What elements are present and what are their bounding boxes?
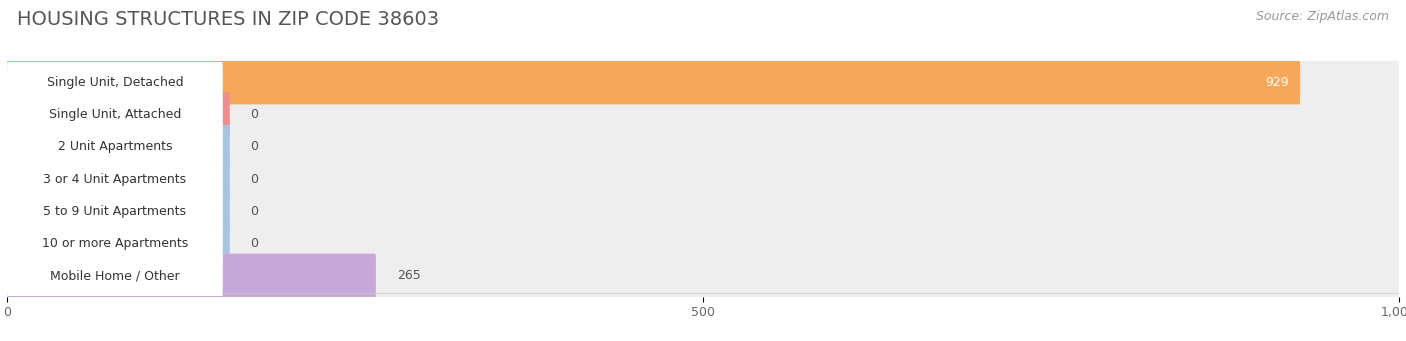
Text: 0: 0 xyxy=(250,108,259,121)
Text: Source: ZipAtlas.com: Source: ZipAtlas.com xyxy=(1256,10,1389,23)
Text: 0: 0 xyxy=(250,205,259,218)
FancyBboxPatch shape xyxy=(7,92,1399,137)
FancyBboxPatch shape xyxy=(7,255,222,296)
FancyBboxPatch shape xyxy=(7,159,222,199)
FancyBboxPatch shape xyxy=(7,127,222,167)
FancyBboxPatch shape xyxy=(7,62,222,103)
Text: Single Unit, Attached: Single Unit, Attached xyxy=(49,108,181,121)
FancyBboxPatch shape xyxy=(7,221,1399,266)
FancyBboxPatch shape xyxy=(7,94,222,135)
FancyBboxPatch shape xyxy=(7,223,222,264)
FancyBboxPatch shape xyxy=(7,254,1399,298)
Text: 10 or more Apartments: 10 or more Apartments xyxy=(42,237,188,250)
Text: 265: 265 xyxy=(396,269,420,282)
FancyBboxPatch shape xyxy=(7,157,1399,201)
FancyBboxPatch shape xyxy=(7,60,1301,104)
Text: 0: 0 xyxy=(250,237,259,250)
FancyBboxPatch shape xyxy=(7,92,229,137)
Text: 0: 0 xyxy=(250,140,259,153)
FancyBboxPatch shape xyxy=(7,189,1399,233)
Text: Mobile Home / Other: Mobile Home / Other xyxy=(51,269,180,282)
FancyBboxPatch shape xyxy=(7,221,229,266)
FancyBboxPatch shape xyxy=(7,157,229,201)
Text: 2 Unit Apartments: 2 Unit Apartments xyxy=(58,140,172,153)
FancyBboxPatch shape xyxy=(7,189,229,233)
Text: 5 to 9 Unit Apartments: 5 to 9 Unit Apartments xyxy=(44,205,187,218)
Text: Single Unit, Detached: Single Unit, Detached xyxy=(46,76,183,89)
Text: 929: 929 xyxy=(1265,76,1289,89)
FancyBboxPatch shape xyxy=(7,254,375,298)
FancyBboxPatch shape xyxy=(7,125,229,169)
FancyBboxPatch shape xyxy=(7,191,222,232)
Text: 3 or 4 Unit Apartments: 3 or 4 Unit Apartments xyxy=(44,173,187,186)
FancyBboxPatch shape xyxy=(7,60,1399,104)
FancyBboxPatch shape xyxy=(7,125,1399,169)
Text: 0: 0 xyxy=(250,173,259,186)
Text: HOUSING STRUCTURES IN ZIP CODE 38603: HOUSING STRUCTURES IN ZIP CODE 38603 xyxy=(17,10,439,29)
